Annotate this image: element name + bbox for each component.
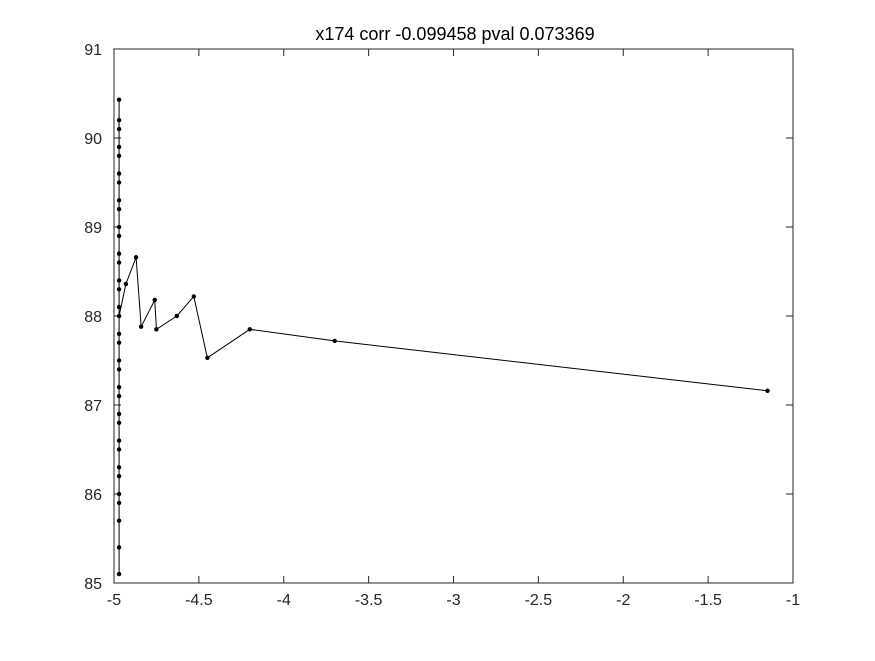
x-tick-label: -4 — [277, 592, 291, 609]
data-point — [116, 153, 122, 158]
data-point — [191, 294, 196, 299]
y-tick-label: 87 — [84, 398, 102, 415]
data-point — [116, 251, 122, 256]
data-point — [154, 327, 159, 332]
data-point — [116, 97, 122, 102]
data-point — [116, 358, 122, 363]
data-point — [765, 388, 770, 393]
data-point — [116, 340, 122, 345]
data-point — [116, 545, 122, 550]
data-point — [174, 313, 180, 319]
data-point — [205, 355, 210, 361]
x-tick-label: -1 — [786, 592, 800, 609]
series-line — [118, 99, 768, 575]
data-point — [138, 324, 144, 329]
x-tick-label: -1.5 — [694, 592, 722, 609]
data-point — [116, 313, 122, 319]
chart-title: x174 corr -0.099458 pval 0.073369 — [315, 24, 594, 44]
data-point — [116, 118, 122, 123]
data-point — [116, 411, 122, 417]
data-point — [116, 144, 122, 150]
data-point — [116, 518, 122, 523]
data-point — [116, 393, 122, 399]
data-point — [116, 278, 122, 283]
plot-area — [113, 48, 794, 584]
data-point — [116, 438, 122, 443]
y-tick-label: 85 — [84, 576, 102, 593]
x-tick-label: -5 — [107, 592, 121, 609]
data-point — [116, 367, 122, 372]
x-tick-label: -2.5 — [525, 592, 553, 609]
data-point — [116, 126, 122, 132]
x-axis: -5 -4.5 -4 -3.5 -3 -2.5 -2 -1.5 -1 — [107, 49, 800, 609]
data-point — [152, 297, 157, 303]
data-point — [116, 198, 122, 203]
data-point — [116, 447, 122, 452]
y-tick-label: 86 — [84, 487, 102, 504]
data-point — [116, 331, 122, 336]
y-tick-label: 88 — [84, 309, 102, 326]
data-point — [116, 180, 122, 185]
y-tick-label: 91 — [84, 42, 102, 59]
x-tick-label: -3 — [446, 592, 460, 609]
series-layer — [116, 97, 770, 577]
data-point — [116, 474, 122, 479]
data-point — [116, 465, 122, 470]
data-point — [116, 224, 122, 230]
data-point — [116, 207, 122, 212]
x-tick-label: -3.5 — [355, 592, 383, 609]
data-point — [332, 338, 337, 344]
data-point — [116, 571, 122, 577]
data-point — [116, 491, 122, 497]
data-point — [116, 171, 122, 176]
y-axis: 85 86 87 88 89 90 91 — [84, 42, 793, 593]
data-point — [116, 385, 122, 390]
data-point — [123, 281, 129, 287]
x-tick-label: -2 — [616, 592, 630, 609]
data-point — [116, 500, 122, 506]
data-point — [116, 304, 122, 310]
data-point — [133, 255, 139, 260]
data-point — [116, 233, 122, 239]
x-tick-label: -4.5 — [185, 592, 213, 609]
data-point — [247, 327, 252, 332]
y-tick-label: 90 — [84, 131, 102, 148]
data-point — [116, 420, 122, 425]
data-point — [116, 260, 122, 265]
y-tick-label: 89 — [84, 220, 102, 237]
data-point — [116, 287, 122, 292]
